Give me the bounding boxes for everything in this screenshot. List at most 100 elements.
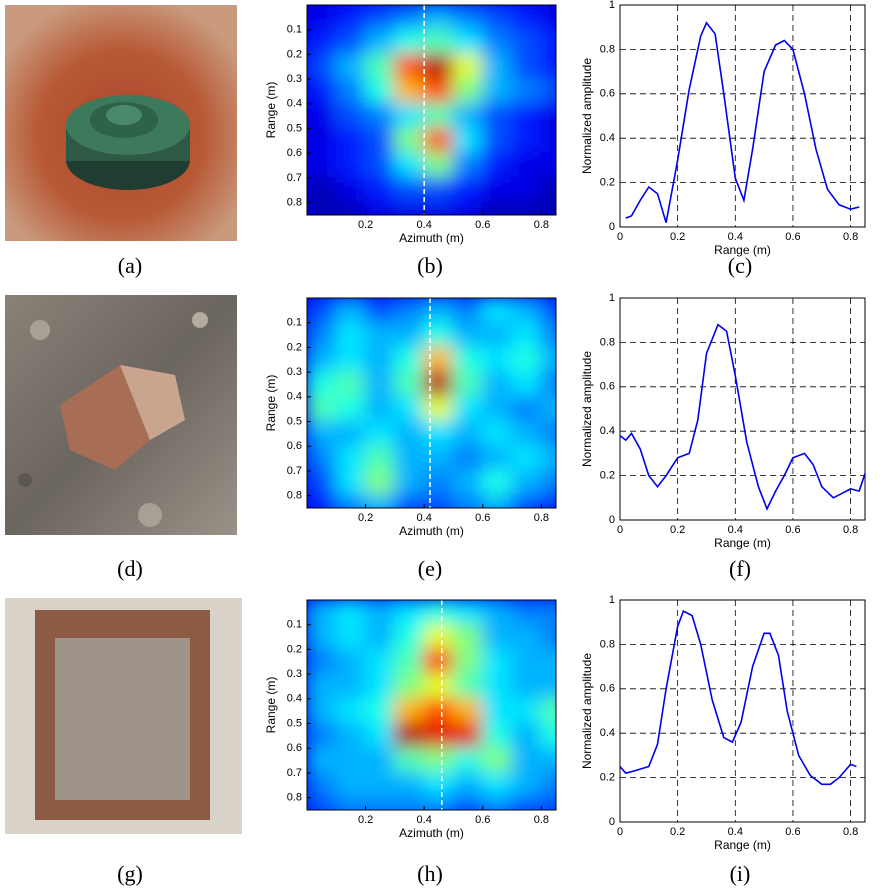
heatmap-cell (452, 648, 483, 675)
heatmap-cell (335, 78, 366, 105)
heatmap-cell (365, 698, 396, 725)
panel-label: (i) (730, 861, 751, 886)
heatmap-cell (423, 421, 454, 448)
heatmap-cell (306, 53, 337, 80)
y-tick-label: 0.8 (600, 638, 615, 650)
heatmap (306, 297, 572, 521)
heatmap-cell (482, 396, 513, 423)
heatmap-cell (335, 445, 366, 472)
plot-frame (620, 600, 865, 822)
heatmap-cell (452, 128, 483, 155)
heatmap-cell (452, 599, 483, 626)
heatmap-cell (335, 396, 366, 423)
heatmap-cell (452, 4, 483, 31)
heatmap-cell (423, 648, 454, 675)
heatmap-cell (482, 103, 513, 130)
y-axis-label: Range (m) (264, 677, 278, 734)
heatmap-cells (306, 297, 572, 521)
x-tick-label: 0.6 (475, 219, 490, 231)
heatmap-cell (423, 723, 454, 750)
y-tick-label: 0.6 (600, 683, 615, 695)
heatmap-cell (306, 152, 337, 179)
x-tick-label: 0.6 (785, 231, 800, 243)
x-tick-label: 0 (617, 231, 623, 243)
y-axis-label: Range (m) (264, 82, 278, 139)
heatmap-cell (452, 698, 483, 725)
heatmap-cell (394, 396, 425, 423)
heatmap-cell (335, 648, 366, 675)
x-axis-label: Range (m) (714, 838, 771, 852)
heatmap-cell (365, 103, 396, 130)
y-tick-label: 0.1 (287, 317, 302, 329)
y-tick-label: 0.4 (287, 98, 302, 110)
y-tick-label: 0.3 (287, 366, 302, 378)
figure: (a) (d) (g) 0.20.40.60.80.10.20.30.40.50… (0, 0, 886, 890)
heatmap-cell (423, 322, 454, 349)
y-tick-label: 0.6 (287, 742, 302, 754)
y-tick-label: 0.2 (287, 48, 302, 60)
heatmap-cell (365, 29, 396, 56)
y-tick-label: 0.5 (287, 717, 302, 729)
heatmap-cell (335, 128, 366, 155)
heatmap-cell (394, 599, 425, 626)
y-tick-label: 0.4 (600, 727, 615, 739)
y-tick-label: 0.8 (287, 792, 302, 804)
x-tick-label: 0.8 (534, 219, 549, 231)
y-tick-label: 0.2 (600, 470, 615, 482)
y-tick-label: 0.2 (287, 643, 302, 655)
y-tick-label: 0.8 (600, 43, 615, 55)
heatmap-cell (365, 648, 396, 675)
heatmap-cell (511, 177, 542, 204)
heatmap-cell (365, 78, 396, 105)
heatmap-cell (394, 29, 425, 56)
heatmap-cell (511, 322, 542, 349)
heatmap-cell (482, 673, 513, 700)
x-tick-label: 0.2 (670, 231, 685, 243)
x-axis-label: Range (m) (714, 536, 771, 550)
heatmap-cell (335, 4, 366, 31)
heatmap-cell (394, 177, 425, 204)
panel-label: (f) (729, 556, 751, 581)
heatmap-cell (394, 371, 425, 398)
heatmap-cell (365, 177, 396, 204)
heatmap-cell (423, 78, 454, 105)
heatmap-cell (482, 4, 513, 31)
heatmap-cell (482, 297, 513, 324)
heatmap-cell (452, 103, 483, 130)
y-tick-label: 0.2 (287, 341, 302, 353)
heatmap-cell (482, 698, 513, 725)
heatmap-cell (511, 4, 542, 31)
heatmap-cell (511, 396, 542, 423)
heatmap-cell (511, 747, 542, 774)
x-tick-label: 0.6 (475, 814, 490, 826)
heatmap-cell (306, 29, 337, 56)
heatmap-cell (423, 772, 454, 799)
y-tick-label: 0 (609, 816, 615, 828)
heatmap-cell (482, 128, 513, 155)
heatmap-cell (482, 723, 513, 750)
heatmap-cell (306, 648, 337, 675)
heatmap-cell (306, 78, 337, 105)
heatmap-cell (365, 421, 396, 448)
heatmap-cell (306, 723, 337, 750)
heatmap-cell (306, 371, 337, 398)
x-tick-label: 0.8 (534, 814, 549, 826)
heatmap-cell (335, 29, 366, 56)
heatmap-cell (335, 53, 366, 80)
heatmap-cell (335, 470, 366, 497)
x-tick-label: 0.4 (417, 512, 432, 524)
heatmap-cell (482, 346, 513, 373)
heatmap-cell (365, 747, 396, 774)
heatmap-cell (365, 128, 396, 155)
heatmap-cell (394, 698, 425, 725)
heatmap-cell (482, 177, 513, 204)
panel-label: (b) (417, 253, 443, 278)
heatmap-cell (423, 747, 454, 774)
heatmap-cell (394, 322, 425, 349)
heatmap-cell (452, 29, 483, 56)
heatmap-cell (306, 128, 337, 155)
y-tick-label: 0.5 (287, 415, 302, 427)
heatmap-cell (306, 297, 337, 324)
heatmap-cell (394, 421, 425, 448)
heatmap-cell (511, 723, 542, 750)
